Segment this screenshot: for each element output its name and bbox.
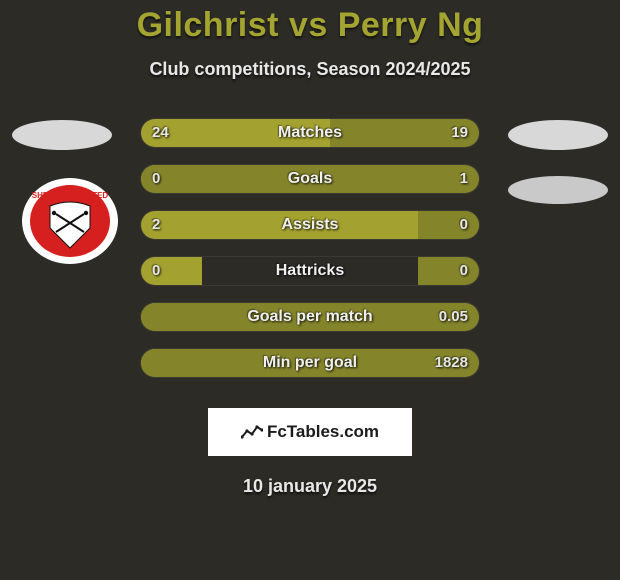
- stat-value-right: 1828: [435, 348, 468, 378]
- page-title: Gilchrist vs Perry Ng: [0, 6, 620, 45]
- stat-label: Goals: [140, 164, 480, 194]
- stat-value-right: 0: [460, 256, 468, 286]
- stat-label: Assists: [140, 210, 480, 240]
- stat-row: Hattricks0 0: [0, 256, 620, 302]
- fctables-icon: [241, 423, 263, 441]
- date-label: 10 january 2025: [0, 476, 620, 497]
- stat-label: Min per goal: [140, 348, 480, 378]
- stat-value-left: 0: [152, 256, 160, 286]
- stat-value-left: 24: [152, 118, 169, 148]
- stat-value-right: 19: [451, 118, 468, 148]
- stat-row: Goals0 1: [0, 164, 620, 210]
- fctables-label: FcTables.com: [267, 422, 379, 442]
- stat-label: Goals per match: [140, 302, 480, 332]
- stat-row: Goals per match0.05: [0, 302, 620, 348]
- stats-chart: Matches2419Goals01Assists20Hattricks00Go…: [0, 118, 620, 394]
- stat-row: Assists2 0: [0, 210, 620, 256]
- stat-label: Matches: [140, 118, 480, 148]
- stat-label: Hattricks: [140, 256, 480, 286]
- fctables-watermark: FcTables.com: [208, 408, 412, 456]
- stat-row: Matches24 19: [0, 118, 620, 164]
- comparison-card: Gilchrist vs Perry Ng Club competitions,…: [0, 0, 620, 580]
- stat-value-right: 0: [460, 210, 468, 240]
- stat-value-right: 1: [460, 164, 468, 194]
- stat-value-left: 2: [152, 210, 160, 240]
- stat-row: Min per goal1828: [0, 348, 620, 394]
- page-subtitle: Club competitions, Season 2024/2025: [0, 59, 620, 80]
- stat-value-right: 0.05: [439, 302, 468, 332]
- stat-value-left: 0: [152, 164, 160, 194]
